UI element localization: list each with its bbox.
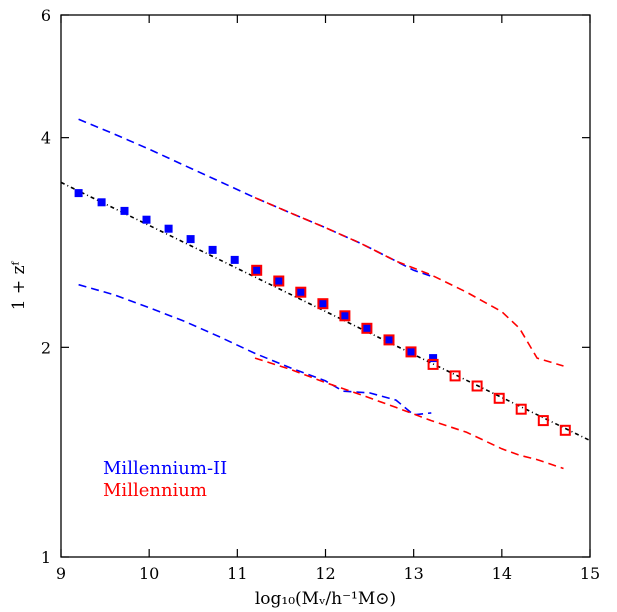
marker-millennium-14 (559, 424, 571, 436)
marker-millennium-ii-7 (230, 255, 239, 264)
marker-millennium-ii-0 (74, 189, 83, 198)
legend-item-millennium-ii: Millennium-II (103, 458, 227, 479)
y-axis-label: 1 + zᶠ (9, 260, 29, 310)
x-tick-label-3: 12 (315, 564, 335, 583)
marker-millennium-0 (251, 264, 263, 276)
y-tick-label-3: 6 (41, 6, 51, 25)
marker-millennium-9 (449, 370, 461, 382)
marker-millennium-ii-13 (362, 324, 371, 333)
fit-line (60, 181, 591, 442)
marker-millennium-5 (361, 322, 373, 334)
marker-millennium-ii-12 (340, 311, 349, 320)
marker-millennium-1 (273, 275, 285, 287)
marker-millennium-8 (427, 358, 439, 370)
y-tick-label-2: 4 (41, 129, 51, 148)
marker-millennium-ii-4 (164, 224, 173, 233)
marker-millennium-2 (295, 286, 307, 298)
x-tick-label-1: 10 (139, 564, 159, 583)
band-millennium-upper (254, 196, 564, 367)
marker-millennium-ii-8 (252, 266, 261, 275)
marker-millennium-11 (493, 392, 505, 404)
marker-millennium-10 (471, 380, 483, 392)
marker-millennium-ii-16 (429, 354, 438, 363)
marker-millennium-ii-10 (296, 288, 305, 297)
x-tick-label-4: 13 (403, 564, 423, 583)
data-markers (74, 189, 571, 436)
x-tick-label-6: 15 (580, 564, 600, 583)
marker-millennium-ii-2 (120, 206, 129, 215)
marker-millennium-6 (383, 334, 395, 346)
y-tick-label-0: 1 (41, 548, 51, 567)
x-tick-label-0: 9 (56, 564, 66, 583)
x-tick-label-2: 11 (227, 564, 247, 583)
marker-millennium-ii-5 (186, 235, 195, 244)
scatter-bands (78, 118, 564, 470)
band-millennium-lower (254, 357, 564, 470)
marker-millennium-12 (515, 403, 527, 415)
band-millennium-ii-lower (78, 283, 432, 416)
x-tick-label-5: 14 (492, 564, 512, 583)
marker-millennium-ii-3 (142, 215, 151, 224)
marker-millennium-ii-6 (208, 245, 217, 254)
marker-millennium-ii-15 (407, 347, 415, 356)
x-axis-label: log₁₀(Mᵥ/h⁻¹M⊙) (255, 589, 396, 609)
legend-item-millennium: Millennium (103, 480, 207, 501)
marker-millennium-ii-14 (385, 335, 393, 344)
marker-millennium-ii-11 (318, 299, 327, 308)
marker-millennium-ii-1 (97, 198, 106, 207)
marker-millennium-13 (537, 415, 549, 427)
marker-millennium-7 (405, 346, 417, 358)
y-tick-label-1: 2 (41, 338, 51, 357)
marker-millennium-3 (317, 298, 329, 310)
marker-millennium-ii-9 (274, 277, 283, 285)
marker-millennium-4 (339, 310, 351, 322)
